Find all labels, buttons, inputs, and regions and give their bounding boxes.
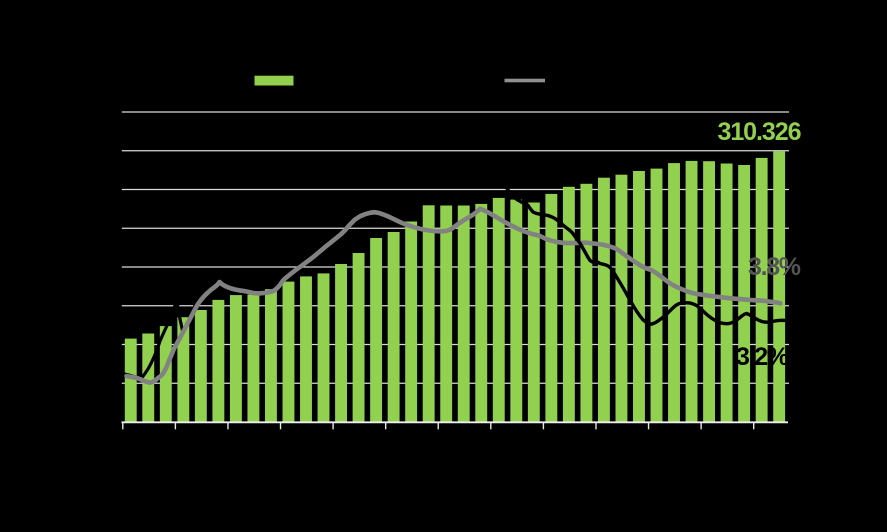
svg-text:3.2%: 3.2% [736, 343, 789, 371]
svg-text:3.8%: 3.8% [748, 253, 801, 281]
svg-text:310.326: 310.326 [718, 118, 802, 146]
